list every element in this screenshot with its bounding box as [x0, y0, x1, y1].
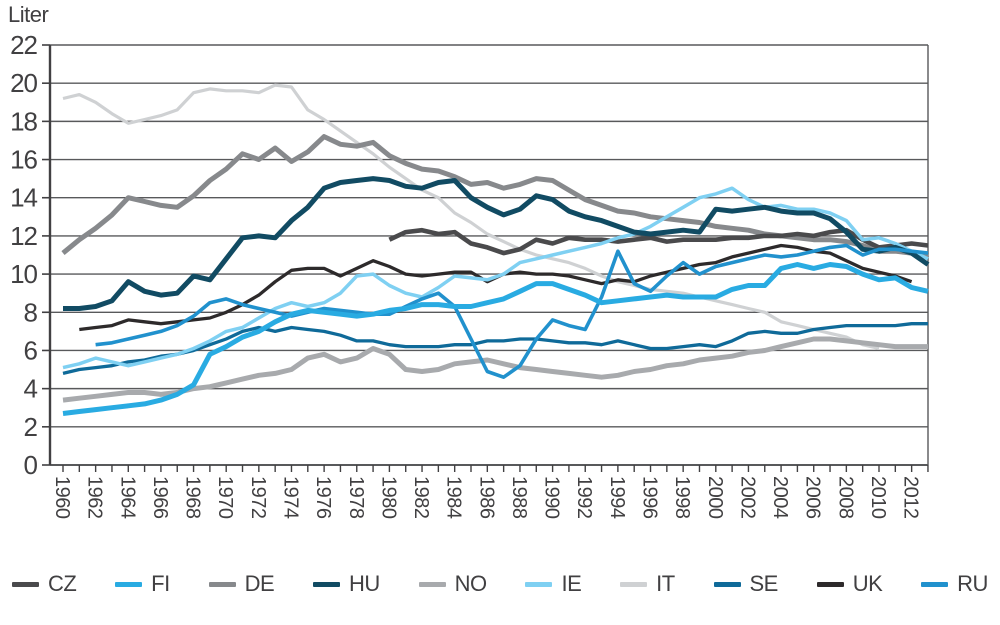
- legend-item-HU: HU: [312, 571, 380, 597]
- x-tick-label-1996: 1996: [639, 476, 661, 519]
- legend-label-HU: HU: [348, 571, 380, 596]
- legend-item-IT: IT: [620, 571, 675, 597]
- legend-label-RU: RU: [957, 571, 988, 596]
- legend-item-CZ: CZ: [12, 571, 77, 597]
- series-line-NO: [62, 336, 928, 403]
- x-tick-label-1976: 1976: [312, 476, 334, 519]
- x-tick-label-1974: 1974: [279, 476, 301, 519]
- legend-swatch-DE: [208, 581, 236, 587]
- legend-label-NO: NO: [454, 571, 488, 596]
- legend-item-SE: SE: [713, 571, 779, 597]
- x-tick-label-1982: 1982: [410, 476, 432, 519]
- series-line-IT: [62, 83, 880, 351]
- x-tick-label-1978: 1978: [345, 476, 367, 519]
- legend-label-IE: IE: [561, 571, 582, 596]
- legend-swatch-IE: [525, 581, 553, 587]
- legend-swatch-FI: [115, 581, 143, 587]
- legend-swatch-UK: [816, 581, 844, 587]
- y-tick-label-0: 0: [24, 450, 38, 480]
- x-tick-label-2002: 2002: [736, 476, 758, 519]
- x-tick-label-2008: 2008: [834, 476, 856, 519]
- y-tick-label-12: 12: [10, 221, 37, 251]
- legend-item-DE: DE: [208, 571, 275, 597]
- x-tick-label-1988: 1988: [508, 476, 530, 519]
- x-tick-label-1998: 1998: [671, 476, 693, 519]
- x-tick-label-2004: 2004: [769, 476, 791, 519]
- series-line-CZ: [388, 227, 929, 256]
- x-tick-label-1980: 1980: [377, 476, 399, 519]
- y-tick-label-6: 6: [24, 335, 38, 365]
- series-line-IE: [62, 186, 929, 370]
- x-tick-label-2000: 2000: [704, 476, 726, 519]
- plot-area: 0 2 4 6 8 10 12 14 16 18 20 22 1960 1962 1964 1966 1968 1…: [10, 30, 930, 519]
- x-tick-label-2006: 2006: [802, 476, 824, 519]
- x-tick-label-2012: 2012: [900, 476, 922, 519]
- legend-swatch-HU: [312, 581, 340, 587]
- x-tick-label-1994: 1994: [606, 476, 628, 519]
- x-tick-label-1960: 1960: [51, 476, 73, 519]
- y-tick-label-16: 16: [10, 145, 37, 175]
- legend-label-IT: IT: [656, 571, 675, 596]
- legend-item-RU: RU: [921, 571, 988, 597]
- legend-item-IE: IE: [525, 571, 582, 597]
- legend-label-DE: DE: [244, 571, 275, 596]
- series-line-FI: [62, 262, 929, 416]
- x-tick-label-2010: 2010: [867, 476, 889, 519]
- y-tick-label-18: 18: [10, 106, 37, 136]
- x-tick-label-1962: 1962: [84, 476, 106, 519]
- x-tick-label-1984: 1984: [443, 476, 465, 519]
- legend-item-UK: UK: [816, 571, 883, 597]
- legend-swatch-SE: [713, 581, 741, 587]
- legend-label-CZ: CZ: [48, 571, 77, 596]
- x-tick-label-1992: 1992: [573, 476, 595, 519]
- x-tick-label-1972: 1972: [247, 476, 269, 519]
- legend-label-UK: UK: [852, 571, 883, 596]
- legend-item-FI: FI: [115, 571, 170, 597]
- x-tick-label-1990: 1990: [541, 476, 563, 519]
- x-tick-label-1970: 1970: [214, 476, 236, 519]
- y-tick-label-22: 22: [10, 30, 37, 60]
- series-line-SE: [62, 322, 928, 376]
- y-tick-label-14: 14: [10, 183, 37, 213]
- series-line-HU: [63, 176, 930, 311]
- x-tick-label-1986: 1986: [475, 476, 497, 519]
- legend-swatch-RU: [921, 581, 949, 587]
- y-tick-label-2: 2: [24, 412, 38, 442]
- y-tick-label-20: 20: [10, 68, 37, 98]
- legend-swatch-IT: [620, 581, 648, 587]
- legend-label-FI: FI: [151, 571, 170, 596]
- chart-legend: CZ FI DE HU NO IE IT SE UK RU: [0, 571, 1000, 597]
- y-tick-label-4: 4: [24, 374, 38, 404]
- y-tick-label-8: 8: [24, 297, 38, 327]
- series-line-UK: [79, 243, 913, 332]
- legend-label-SE: SE: [749, 571, 779, 596]
- x-tick-label-1968: 1968: [182, 476, 204, 519]
- y-tick-label-10: 10: [10, 259, 37, 289]
- chart-title: Liter: [8, 2, 49, 27]
- x-tick-label-1964: 1964: [116, 476, 138, 519]
- legend-item-NO: NO: [418, 571, 488, 597]
- legend-swatch-NO: [418, 581, 446, 587]
- legend-swatch-CZ: [12, 581, 39, 587]
- series-line-RU: [95, 243, 929, 380]
- x-tick-label-1966: 1966: [149, 476, 171, 519]
